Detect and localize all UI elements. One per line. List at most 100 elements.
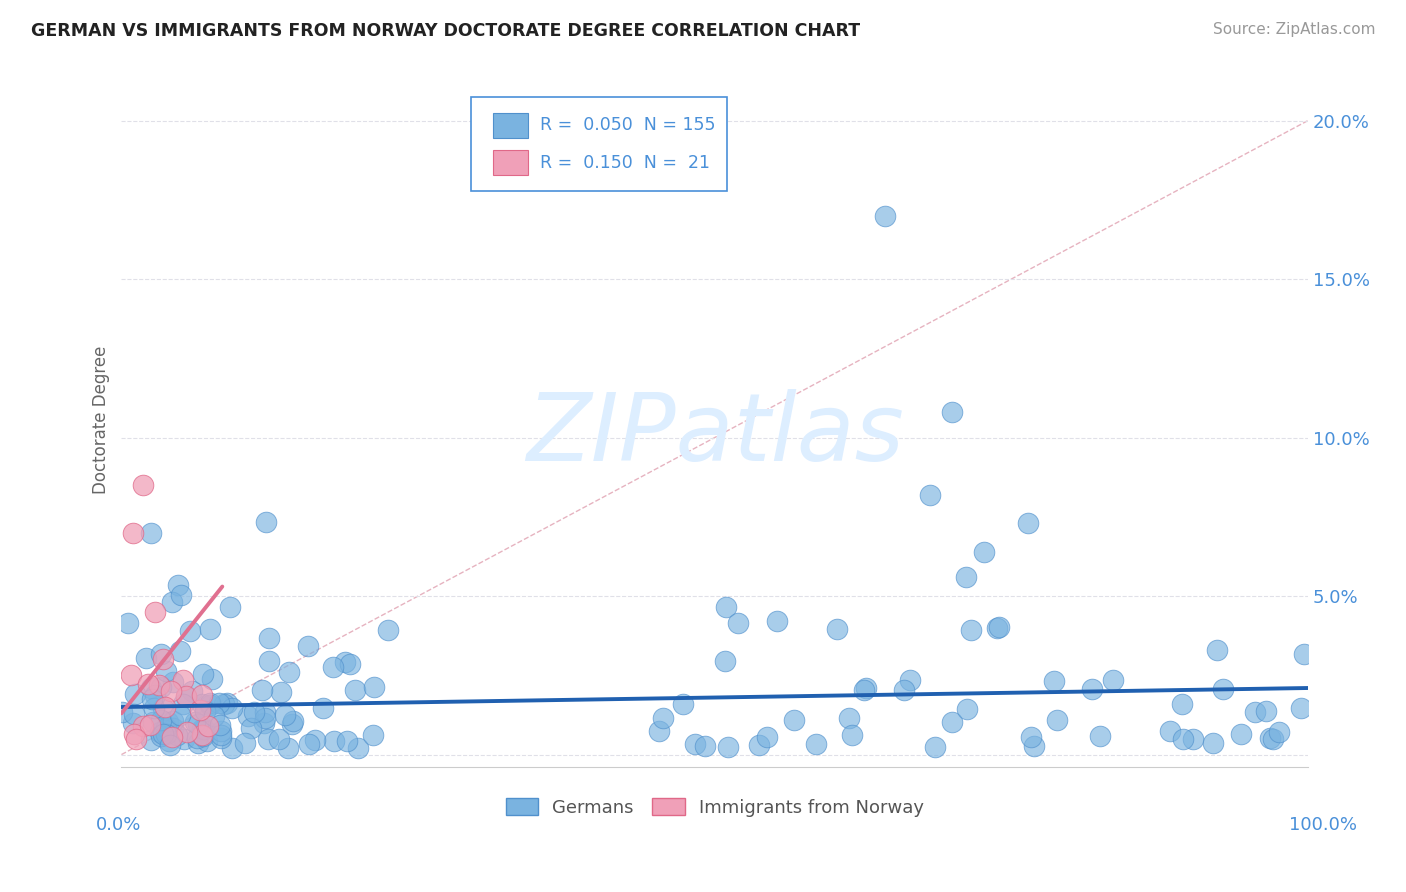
Point (197, 734, 219, 748)
Point (153, 700, 176, 714)
FancyBboxPatch shape (494, 112, 529, 137)
Point (150, 680, 173, 694)
Point (918, 488, 941, 502)
Point (219, 600, 242, 615)
Point (1022, 739, 1045, 753)
Point (176, 724, 198, 739)
Point (122, 707, 145, 722)
Point (198, 696, 221, 710)
Point (1229, 726, 1251, 740)
Point (270, 684, 292, 698)
Point (239, 721, 262, 735)
Point (1212, 681, 1234, 696)
Point (855, 681, 877, 695)
Point (155, 722, 177, 736)
Point (193, 723, 215, 737)
Point (377, 623, 399, 637)
Point (209, 728, 232, 742)
Text: GERMAN VS IMMIGRANTS FROM NORWAY DOCTORATE DEGREE CORRELATION CHART: GERMAN VS IMMIGRANTS FROM NORWAY DOCTORA… (31, 22, 860, 40)
Point (1088, 729, 1111, 743)
Point (166, 728, 188, 742)
Point (148, 678, 170, 692)
Point (169, 644, 191, 658)
Point (120, 668, 142, 682)
Text: R =  0.150  N =  21: R = 0.150 N = 21 (540, 153, 710, 171)
Point (875, 209, 897, 223)
Point (783, 713, 806, 727)
Point (254, 515, 277, 529)
Point (1256, 704, 1278, 718)
Point (139, 733, 162, 747)
Point (138, 717, 160, 731)
Point (1101, 673, 1123, 687)
Point (221, 701, 243, 715)
Point (209, 718, 232, 732)
Point (132, 478, 155, 492)
Point (806, 737, 828, 751)
Point (142, 715, 165, 730)
Point (1182, 731, 1205, 746)
Point (194, 704, 217, 718)
Point (188, 703, 211, 717)
Point (186, 731, 208, 745)
Text: ZIPatlas: ZIPatlas (526, 389, 904, 480)
Point (184, 714, 207, 729)
Point (986, 621, 1008, 635)
Point (191, 697, 214, 711)
Point (141, 692, 163, 706)
Text: R =  0.050  N = 155: R = 0.050 N = 155 (540, 116, 716, 134)
Point (198, 622, 221, 636)
Point (180, 684, 202, 698)
Y-axis label: Doctorate Degree: Doctorate Degree (93, 346, 110, 494)
Point (152, 701, 174, 715)
Point (838, 711, 860, 725)
Point (347, 740, 370, 755)
Text: 0.0%: 0.0% (96, 816, 141, 834)
Point (274, 708, 297, 723)
Point (257, 654, 280, 668)
Point (162, 674, 184, 689)
Point (135, 651, 157, 665)
Point (1019, 730, 1042, 744)
Point (143, 688, 166, 702)
Text: Source: ZipAtlas.com: Source: ZipAtlas.com (1212, 22, 1375, 37)
Point (727, 615, 749, 630)
Point (136, 677, 159, 691)
Point (191, 728, 214, 742)
Point (254, 711, 277, 725)
Point (1292, 647, 1315, 661)
Point (1244, 705, 1267, 719)
Point (155, 664, 177, 678)
Point (941, 405, 963, 419)
Point (955, 702, 977, 716)
Point (207, 697, 229, 711)
Point (841, 728, 863, 742)
Point (179, 624, 201, 638)
Point (236, 709, 259, 723)
Point (253, 716, 276, 731)
FancyBboxPatch shape (471, 97, 727, 191)
Point (1159, 724, 1181, 739)
Point (298, 737, 321, 751)
Point (1043, 674, 1066, 689)
Point (339, 657, 361, 671)
Point (297, 640, 319, 654)
Point (176, 690, 198, 705)
Point (959, 623, 981, 637)
Point (755, 730, 778, 744)
Point (191, 666, 214, 681)
Point (152, 652, 174, 666)
Point (167, 577, 190, 591)
Point (1289, 701, 1312, 715)
Point (269, 731, 291, 746)
Point (336, 734, 359, 748)
Point (111, 705, 134, 719)
Text: 100.0%: 100.0% (1289, 816, 1357, 834)
Point (121, 715, 143, 730)
Point (172, 697, 194, 711)
Point (212, 698, 235, 712)
Point (160, 731, 183, 745)
Point (174, 689, 197, 703)
Point (209, 724, 232, 739)
Point (215, 696, 238, 710)
